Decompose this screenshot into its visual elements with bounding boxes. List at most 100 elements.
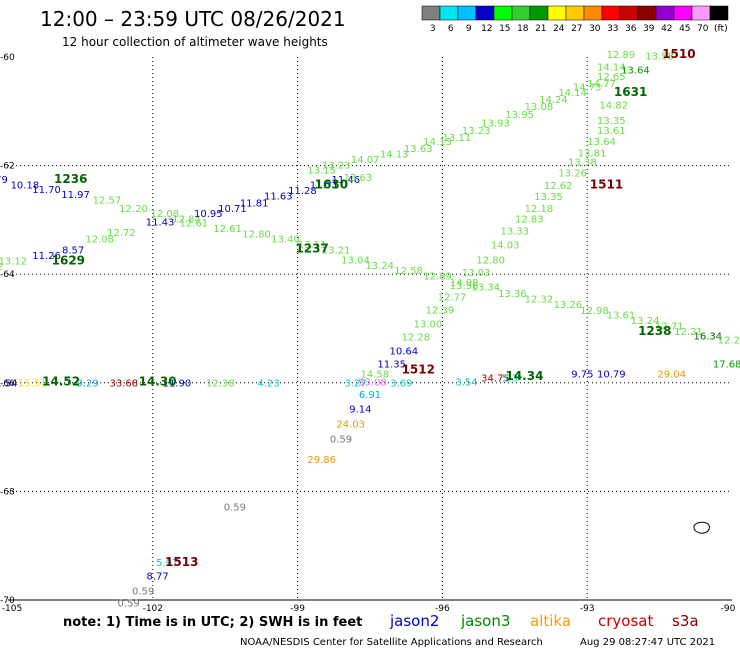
wave-height-label: 13.26 [558, 168, 587, 179]
wave-height-label: 10.64 [389, 347, 418, 358]
pass-label: 1236 [54, 172, 87, 186]
pass-label: 14.30 [139, 375, 177, 389]
colorbar-swatch [619, 5, 639, 21]
wave-height-label: 17.68 [713, 360, 740, 371]
wave-height-label: 3.69 [390, 379, 412, 390]
pass-label: 1513 [165, 555, 198, 569]
wave-height-label: 13.58 [450, 281, 479, 292]
wave-height-label: 13.35 [597, 116, 626, 127]
wave-height-label: 12.21 [674, 327, 703, 338]
legend-entry-s3a: s3a [672, 612, 699, 630]
y-tick-label: -64 [0, 270, 15, 280]
wave-height-label: 13.63 [404, 144, 433, 155]
wave-height-label: 10.79 [0, 175, 8, 186]
wave-height-label: 14.03 [491, 241, 520, 252]
wave-height-label: 12.08 [85, 235, 114, 246]
wave-height-label: 13.03 [462, 268, 491, 279]
pass-label: 1512 [402, 363, 435, 377]
colorbar-label: 18 [517, 24, 529, 34]
wave-height-label: 16.34 [694, 331, 723, 342]
y-tick-label: -68 [0, 487, 15, 497]
wave-height-label: 12.89 [423, 272, 452, 283]
wave-height-label: 13.40 [271, 235, 300, 246]
wave-height-label: 10.79 [597, 369, 626, 380]
wave-height-label: 13.11 [298, 240, 327, 251]
wave-height-label: 13.08 [525, 102, 554, 113]
map-axis-ticks: -105 -102 -99 -96 -93 -90 -60 -62 -64 -66 -68 -70 [0, 53, 736, 614]
satellite-legend: jason2 jason3 altika cryosat s3a [389, 612, 699, 630]
wave-height-label: 11.35 [377, 360, 406, 371]
wave-height-label: 13.36 [498, 289, 527, 300]
colorbar-swatch [637, 5, 657, 21]
colorbar-label: 15 [499, 24, 510, 34]
colorbar-label: 39 [643, 24, 655, 34]
wave-height-label: 12.71 [655, 322, 684, 333]
wave-height-label: 13.11 [443, 133, 472, 144]
wave-height-label: 11.63 [264, 191, 293, 202]
wave-height-label: 12.80 [242, 229, 271, 240]
wave-height-label: 12.28 [402, 332, 431, 343]
map-subtitle: 12 hour collection of altimeter wave hei… [62, 35, 328, 49]
wave-height-label: 12.26 [718, 336, 740, 347]
wave-height-label: 13.24 [365, 261, 394, 272]
wave-height-label: 3.27 [344, 379, 366, 390]
colorbar-label: 9 [466, 24, 472, 34]
x-tick-label: -105 [2, 604, 22, 614]
colorbar-label: (ft) [714, 24, 728, 34]
colorbar-label: 24 [553, 24, 565, 34]
colorbar-label: 27 [571, 24, 582, 34]
wave-height-label: 8.57 [62, 246, 84, 257]
wave-height-label: 13.00 [414, 319, 443, 330]
wave-height-label: 12.65 [597, 72, 626, 83]
wave-height-label: 12.57 [93, 196, 122, 207]
wave-height-label: 0.59 [132, 587, 154, 598]
colorbar-legend: 3 6 9 12 15 18 21 24 27 30 33 36 39 42 45 70 (ft) [421, 5, 729, 34]
colorbar-label: 12 [481, 24, 492, 34]
wave-height-label: 11.81 [240, 198, 269, 209]
wave-height-label: 13.24 [631, 316, 660, 327]
wave-height-label: 13.12 [0, 256, 27, 267]
map-title: 12:00 – 23:59 UTC 08/26/2021 [40, 7, 346, 31]
wave-height-label: 11.70 [32, 185, 61, 196]
x-tick-label: -99 [290, 604, 305, 614]
wave-height-label: 12.38 [206, 379, 235, 390]
wave-height-label: 5.97 [156, 558, 178, 569]
wave-height-label: 0.59 [330, 435, 352, 446]
wave-height-label: 12.52 [0, 262, 3, 273]
colorbar-label: 21 [535, 24, 546, 34]
wave-height-label: 13.61 [597, 126, 626, 137]
wave-height-label: 13.61 [607, 311, 636, 322]
wave-height-label: 14.14 [597, 63, 626, 74]
wave-height-label: 12.61 [213, 224, 242, 235]
wave-height-label: 29.04 [657, 369, 686, 380]
wave-height-label: 12.89 [607, 50, 636, 61]
colorbar-label: 30 [589, 24, 601, 34]
x-tick-label: -96 [435, 604, 450, 614]
colorbar-label: 3 [430, 24, 436, 34]
wave-height-label: 11.54 [0, 379, 17, 390]
legend-entry-jason3: jason3 [460, 612, 510, 630]
colorbar-swatch [493, 5, 513, 21]
wave-height-label: 10.18 [11, 180, 40, 191]
y-tick-label: -60 [0, 53, 15, 63]
pass-label: 1238 [638, 324, 671, 338]
wave-height-label: 13.23 [322, 160, 351, 171]
wave-height-label: 11.46 [332, 175, 361, 186]
colorbar-swatch [601, 5, 621, 21]
footer-note: note: 1) Time is in UTC; 2) SWH is in fe… [63, 615, 362, 630]
wave-height-label: 5.3 [502, 374, 518, 385]
x-tick-label: -90 [721, 604, 736, 614]
y-tick-label: -62 [0, 162, 15, 172]
wave-height-label: 14.14 [558, 88, 587, 99]
wave-height-label: 13.04 [341, 255, 370, 266]
wave-height-label: 12.20 [119, 204, 148, 215]
colorbar-swatch [511, 5, 531, 21]
pass-label: 1631 [614, 85, 647, 99]
wave-height-label: 12.84 [172, 215, 201, 226]
colorbar-label: 70 [697, 24, 709, 34]
y-tick-label: -66 [0, 379, 15, 389]
pass-label: 14.52 [42, 375, 80, 389]
wave-height-label: 13.64 [621, 65, 650, 76]
colorbar-label: 42 [661, 24, 672, 34]
